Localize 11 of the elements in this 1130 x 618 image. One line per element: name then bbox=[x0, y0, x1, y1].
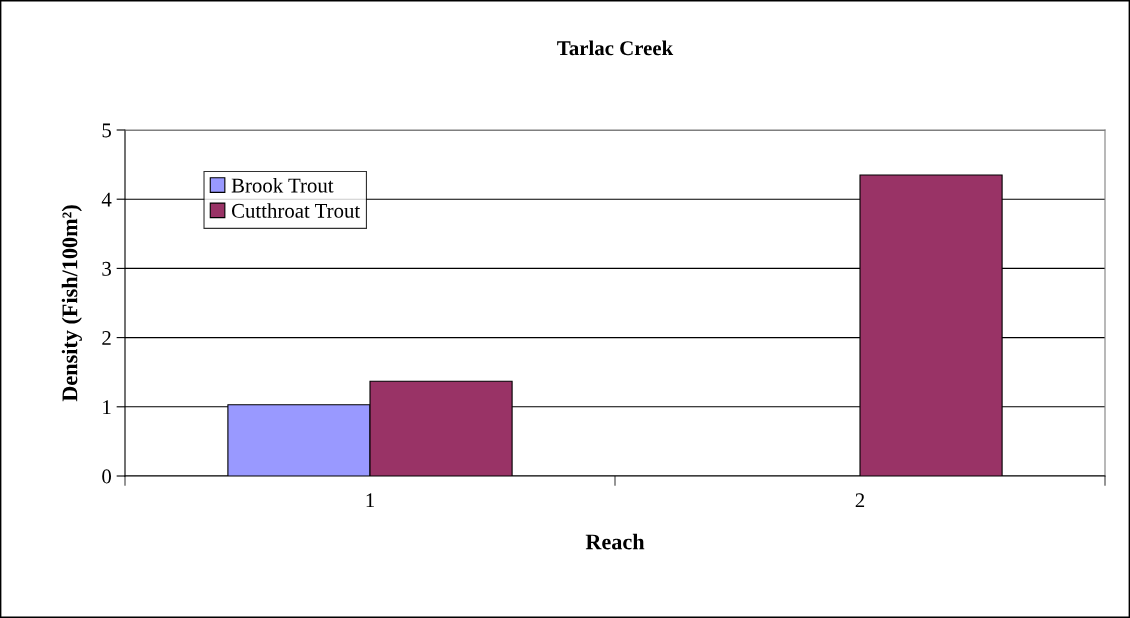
y-tick-label: 0 bbox=[102, 469, 112, 484]
x-axis-title: Reach bbox=[585, 533, 645, 550]
chart-title: Tarlac Creek bbox=[557, 40, 674, 56]
y-tick-label: 2 bbox=[102, 331, 111, 345]
y-tick-label: 4 bbox=[101, 192, 112, 207]
legend-label: Cutthroat Trout bbox=[231, 203, 361, 218]
y-tick-label: 5 bbox=[102, 123, 111, 138]
legend-label: Brook Trout bbox=[231, 177, 334, 193]
y-axis-title: Density (Fish/100m²) bbox=[61, 205, 82, 402]
y-tick-label: 3 bbox=[102, 261, 111, 276]
y-tick-label: 1 bbox=[103, 400, 111, 415]
